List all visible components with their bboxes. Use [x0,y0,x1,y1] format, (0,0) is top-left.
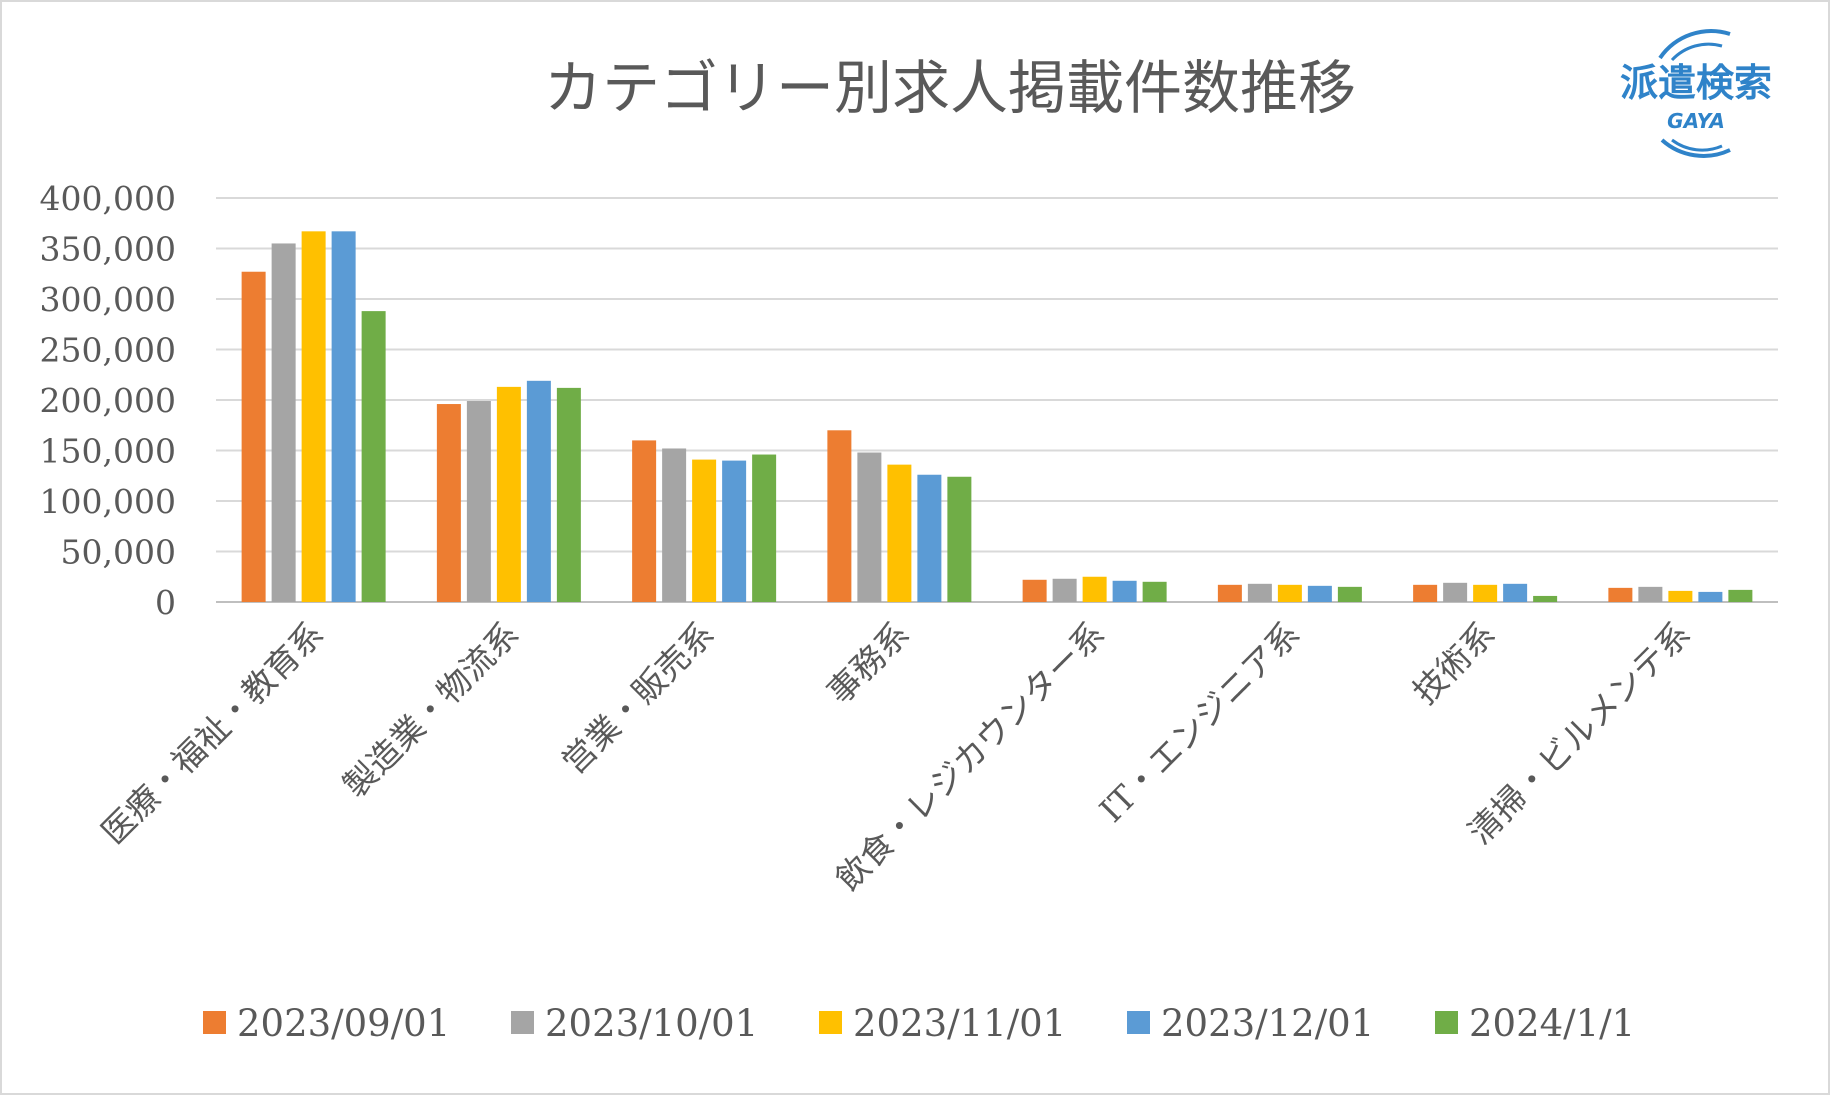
y-tick-label: 100,000 [40,482,176,521]
y-tick-label: 250,000 [40,331,176,370]
bar [466,401,491,602]
bar [1112,580,1137,602]
legend-item: 2024/1/1 [1435,1002,1635,1045]
bars [241,231,1753,602]
logo-arc-top-2 [1670,42,1723,62]
legend-label: 2023/12/01 [1161,1002,1374,1045]
bar [1698,591,1723,602]
bar [1052,578,1077,602]
legend-item: 2023/09/01 [203,1002,450,1045]
bar [857,452,882,602]
bar [526,380,551,602]
gaya-logo-icon: 派遣検索 GAYA [1620,29,1772,158]
legend-swatch [1435,1011,1458,1034]
y-tick-label: 400,000 [40,179,176,218]
bar [1307,585,1332,602]
bar [301,231,326,602]
legend-swatch [203,1011,226,1034]
bar [752,454,777,602]
y-tick-label: 200,000 [40,381,176,420]
y-tick-label: 300,000 [40,280,176,319]
legend-label: 2023/10/01 [545,1002,758,1045]
legend-label: 2023/11/01 [853,1002,1066,1045]
bar [1533,595,1558,602]
bar [827,430,852,602]
logo-arc-bottom-2 [1671,138,1723,152]
bar [1473,584,1498,602]
legend-swatch [1127,1011,1150,1034]
legend-item: 2023/11/01 [819,1002,1066,1045]
bar [887,464,912,602]
legend: 2023/09/01 2023/10/01 2023/11/01 2023/12/01… [203,1002,1635,1045]
bar [1413,584,1438,602]
bar [1668,590,1693,602]
bar [1142,581,1167,602]
bar [1247,583,1272,602]
y-tick-label: 0 [155,583,176,622]
logo-sub-text: GAYA [1667,109,1725,133]
legend-swatch [511,1011,534,1034]
bar [662,448,687,602]
y-axis-ticks: 0 50,000 100,000 150,000 200,000 250,000 300,0… [40,179,176,622]
bar [241,271,266,602]
logo-arc-bottom-1 [1660,138,1731,158]
bar [1443,582,1468,602]
bar [722,460,747,602]
legend-label: 2024/1/1 [1469,1002,1635,1045]
bar [947,476,972,602]
bar [331,231,356,602]
bar [271,243,296,602]
bar [436,404,461,602]
legend-item: 2023/10/01 [511,1002,758,1045]
legend-label: 2023/09/01 [237,1002,450,1045]
bar [1503,583,1528,602]
logo-main-text: 派遣検索 [1620,61,1772,105]
bar [1638,586,1663,602]
bar [692,459,717,602]
bar [1082,576,1107,602]
bar [1608,587,1633,602]
bar [1277,584,1302,602]
bar [1337,586,1362,602]
bar [361,311,386,602]
bar [917,474,942,602]
y-tick-label: 350,000 [40,230,176,269]
bar [1022,579,1047,602]
bar [496,386,521,602]
chart-title: カテゴリー別求人掲載件数推移 [544,54,1356,122]
bar [556,387,581,602]
y-tick-label: 50,000 [61,533,176,572]
logo-arc-top-1 [1658,29,1731,60]
bar [632,440,657,602]
bar [1217,584,1242,602]
bar [1728,589,1753,602]
legend-swatch [819,1011,842,1034]
legend-item: 2023/12/01 [1127,1002,1374,1045]
y-tick-label: 150,000 [40,432,176,471]
